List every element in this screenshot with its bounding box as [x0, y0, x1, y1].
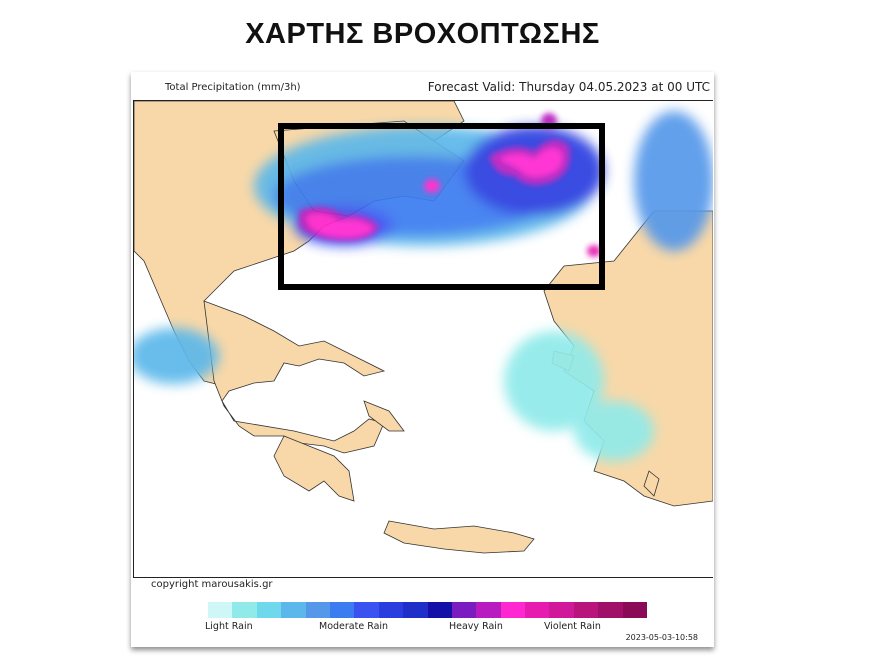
- precipitation-map-panel: Total Precipitation (mm/3h) Forecast Val…: [131, 72, 714, 647]
- legend-swatch: [403, 602, 428, 618]
- legend-swatch: [549, 602, 574, 618]
- crete: [383, 520, 535, 554]
- legend-swatch: [476, 602, 501, 618]
- legend-swatch: [500, 602, 526, 618]
- legend-swatch: [622, 602, 648, 618]
- legend-swatch: [451, 602, 477, 618]
- legend-swatch: [378, 602, 404, 618]
- legend-swatch: [281, 602, 306, 618]
- euboea: [363, 400, 405, 432]
- legend-swatch: [525, 602, 550, 618]
- legend-swatch: [208, 602, 233, 618]
- legend-swatch: [232, 602, 257, 618]
- forecast-valid-label: Forecast Valid: Thursday 04.05.2023 at 0…: [427, 80, 710, 94]
- legend-swatch: [305, 602, 330, 618]
- variable-label: Total Precipitation (mm/3h): [165, 82, 301, 93]
- legend-label-moderate: Moderate Rain: [319, 621, 389, 632]
- copyright: copyright marousakis.gr: [151, 579, 273, 590]
- highlight-box: [278, 123, 605, 290]
- legend-swatch: [354, 602, 379, 618]
- legend-swatch: [427, 602, 452, 618]
- rain-field: [134, 111, 713, 461]
- legend-swatch: [598, 602, 623, 618]
- precipitation-legend: [208, 602, 648, 618]
- legend-label-heavy: Heavy Rain: [449, 621, 503, 632]
- legend-label-violent: Violent Rain: [544, 621, 601, 632]
- legend-swatch: [329, 602, 355, 618]
- greece-mainland: [203, 300, 386, 454]
- timestamp: 2023-05-03-10:58: [625, 633, 698, 642]
- rhodes: [643, 470, 660, 497]
- precipitation-map: [133, 100, 713, 578]
- legend-swatch: [573, 602, 599, 618]
- peloponnese: [273, 435, 355, 502]
- page-title: ΧΑΡΤΗΣ ΒΡΟΧΟΠΤΩΣΗΣ: [245, 18, 600, 50]
- legend-label-light: Light Rain: [205, 621, 253, 632]
- legend-swatch: [256, 602, 282, 618]
